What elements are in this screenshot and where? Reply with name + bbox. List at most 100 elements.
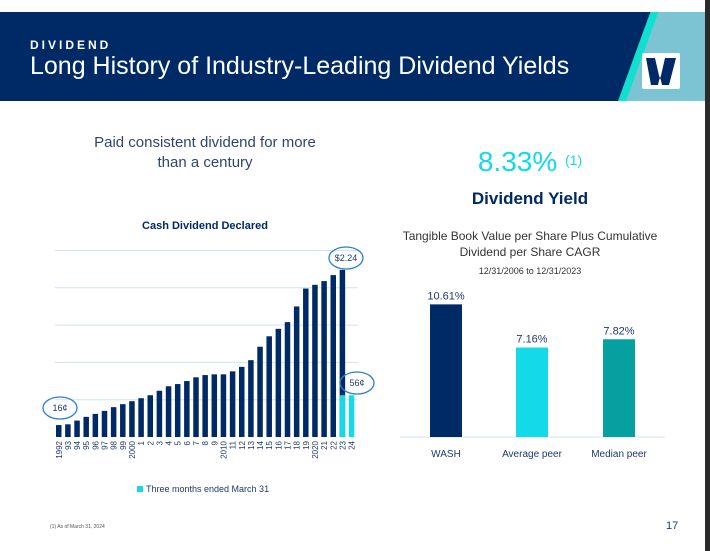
bar-annual	[330, 275, 336, 437]
bar-annual	[321, 281, 327, 437]
x-tick-label: 15	[265, 440, 274, 449]
bar-annual	[92, 413, 99, 437]
bar-quarter	[339, 395, 346, 437]
bar-annual	[165, 386, 172, 437]
x-tick-label: 5	[174, 440, 183, 445]
company-logo	[642, 53, 680, 89]
annotation-circle	[328, 246, 364, 270]
bar-annual	[339, 269, 346, 437]
x-tick-label: 1992	[55, 440, 64, 458]
x-tick-label: 24	[348, 440, 357, 449]
bar-annual	[202, 375, 208, 437]
x-tick-label: 2000	[128, 440, 137, 458]
x-tick-label: 17	[284, 440, 293, 449]
x-tick-label: 2020	[311, 440, 320, 458]
legend-label: Three months ended March 31	[146, 484, 270, 494]
yield-footnote-ref: (1)	[565, 152, 583, 168]
yield-value: 8.33%	[477, 146, 558, 177]
bar-annual	[56, 425, 62, 437]
bar-annual	[211, 374, 218, 437]
bar-annual	[303, 288, 309, 437]
cagr-date-range: 12/31/2006 to 12/31/2023	[478, 266, 582, 276]
x-tick-label: 99	[119, 440, 128, 449]
bar	[430, 304, 462, 437]
left-subtitle: Paid consistent dividend for more than a…	[94, 134, 316, 171]
x-tick-label: 2010	[219, 440, 228, 458]
x-tick-label: 93	[64, 440, 73, 449]
x-tick-label: 12	[238, 440, 247, 449]
x-tick-label: 7	[192, 440, 201, 445]
section-kicker: DIVIDEND	[30, 38, 112, 52]
x-tick-label: 18	[293, 440, 302, 449]
annotation-circle	[42, 396, 78, 420]
bar-annual	[129, 401, 135, 437]
x-tick-label: 16	[274, 440, 283, 449]
bar-annual	[239, 366, 245, 437]
x-tick-label: 14	[256, 440, 265, 449]
footnote: (1) As of March 31, 2024	[50, 524, 105, 530]
bar-annual	[184, 381, 190, 437]
x-tick-label: 4	[165, 440, 174, 445]
page-title: Long History of Industry-Leading Dividen…	[30, 52, 570, 80]
header: DIVIDEND Long History of Industry-Leadin…	[0, 12, 705, 101]
bar-annual	[110, 407, 117, 437]
bar-annual	[147, 395, 153, 437]
cagr-chart-title: Tangible Book Value per Share Plus Cumul…	[402, 229, 658, 259]
x-tick-label: 13	[247, 440, 256, 449]
bar-annual	[101, 410, 108, 437]
bar-annual	[275, 328, 282, 437]
bar-annual	[138, 398, 144, 437]
x-tick-label: 95	[82, 440, 91, 449]
page-number: 17	[666, 520, 679, 532]
legend: Three months ended March 31	[137, 484, 269, 494]
bar-annual	[266, 336, 272, 437]
x-tick-label: 3	[155, 440, 164, 445]
data-label: 56¢	[349, 378, 364, 388]
bar-annual	[229, 371, 236, 437]
bar-annual	[74, 420, 80, 437]
bar-annual	[312, 284, 318, 437]
x-tick-label: 96	[91, 440, 100, 449]
x-tick-label: 8	[201, 440, 210, 445]
x-tick-label: Median peer	[591, 449, 647, 460]
bar-quarter	[348, 395, 355, 437]
bar-annual	[220, 374, 227, 437]
x-tick-label: 22	[329, 440, 338, 449]
x-tick-label: 6	[183, 440, 192, 445]
x-tick-label: 19	[302, 440, 311, 449]
x-tick-label: 97	[101, 440, 110, 449]
bar-annual	[193, 377, 199, 437]
bar	[516, 347, 548, 437]
annotation-circle	[339, 371, 375, 395]
bar-annual	[293, 306, 300, 437]
bar-annual	[65, 424, 71, 437]
x-tick-label: 21	[320, 440, 329, 449]
x-tick-label: 11	[229, 440, 238, 449]
data-label: 16¢	[52, 403, 67, 413]
bar-annual	[257, 346, 263, 437]
x-tick-label: 9	[210, 440, 219, 445]
x-tick-label: WASH	[431, 449, 461, 460]
x-tick-label: 1	[137, 440, 146, 445]
slide-frame	[705, 0, 710, 551]
x-tick-label: 2	[146, 440, 155, 445]
bar-annual	[156, 390, 163, 437]
data-label: 7.82%	[603, 325, 634, 337]
bar-annual	[284, 322, 291, 437]
dividend-chart-title: Cash Dividend Declared	[142, 220, 268, 232]
bar-annual	[83, 416, 89, 437]
data-label: 7.16%	[516, 334, 547, 346]
bar-annual	[120, 404, 126, 437]
bar-annual	[174, 384, 181, 437]
bar	[603, 339, 635, 437]
legend-swatch	[137, 486, 143, 492]
data-label: 10.61%	[427, 290, 465, 302]
yield-label: Dividend Yield	[471, 189, 589, 208]
x-tick-label: Average peer	[502, 449, 563, 460]
x-tick-label: 94	[73, 440, 82, 449]
data-label: $2.24	[335, 253, 358, 263]
yield-value-wrap: 8.33% (1)	[430, 146, 630, 178]
x-tick-label: 98	[110, 440, 119, 449]
bar-annual	[248, 360, 254, 437]
